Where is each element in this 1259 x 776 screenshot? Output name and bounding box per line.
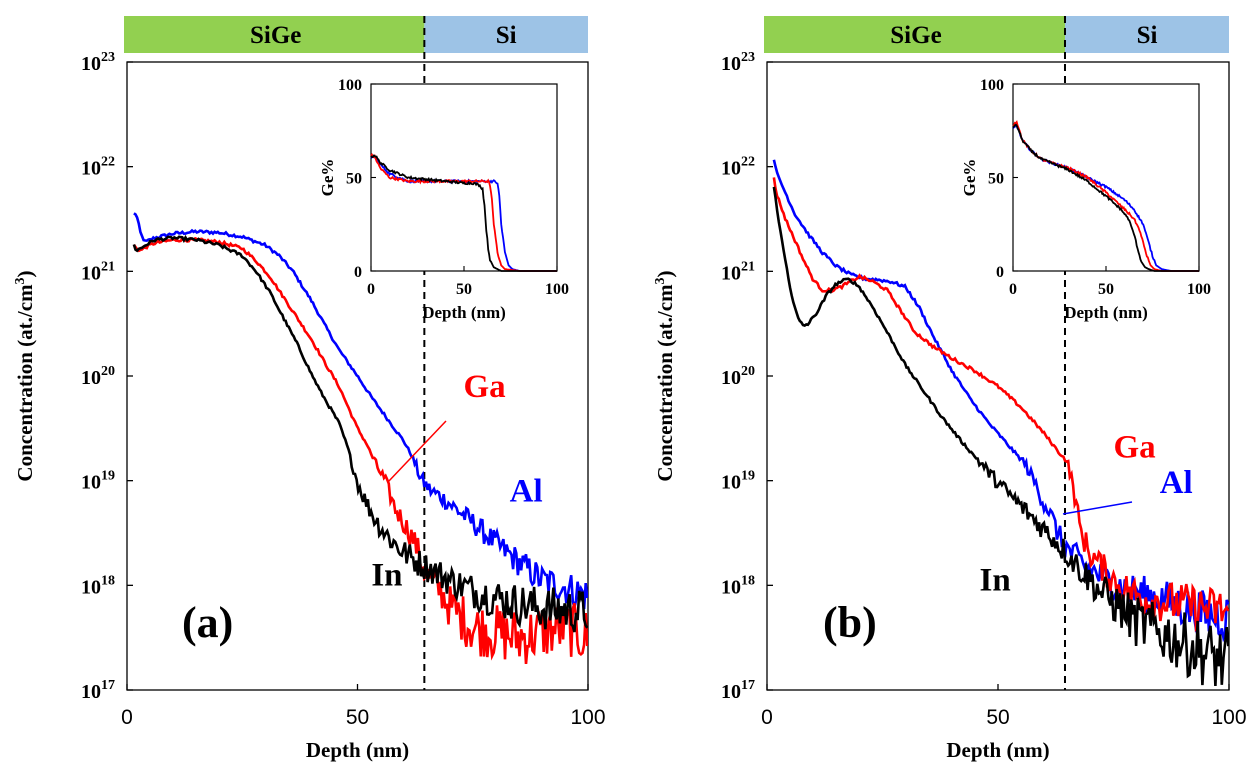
y-tick-label: 1023: [721, 50, 755, 75]
region-label-sige: SiGe: [250, 22, 301, 49]
inset-y-tick-label: 0: [354, 264, 362, 281]
inset-y-tick-label: 100: [338, 77, 362, 94]
y-tick-label: 1022: [721, 155, 755, 180]
inset-y-tick-label: 0: [996, 264, 1004, 281]
region-label-si: Si: [496, 22, 517, 49]
inset-x-tick-label: 100: [545, 281, 569, 298]
inset-y-tick-label: 100: [980, 77, 1004, 94]
region-band-sige: [764, 16, 1065, 53]
inset-x-tick-label: 100: [1187, 281, 1211, 298]
inset-x-tick-label: 50: [1098, 281, 1114, 298]
region-label-si: Si: [1137, 22, 1158, 49]
x-tick-label: 50: [346, 706, 369, 729]
series-label-al: Al: [510, 474, 543, 510]
y-tick-label: 1020: [81, 364, 115, 389]
chart-panel-b: SiGe Si 1017 1018 1019 1020 1021 1022 1023 0 50 100…: [653, 16, 1247, 762]
y-tick-label: 1023: [81, 50, 115, 75]
inset-y-axis-label: Ge%: [318, 159, 337, 197]
x-tick-label: 50: [986, 706, 1009, 729]
panel-label: (a): [182, 598, 233, 647]
series-line-al: [133, 212, 588, 610]
inset-series-line-in: [1012, 123, 1199, 272]
inset-x-tick-label: 0: [1009, 281, 1017, 298]
x-axis-label: Depth (nm): [306, 738, 409, 762]
inset-y-tick-label: 50: [988, 171, 1004, 188]
inset-chart: 0 50 100 0 50 100 Depth (nm) Ge%: [318, 77, 569, 322]
label-leader-ga: [387, 420, 447, 483]
chart-panel-a: SiGe Si 1017 1018 1019 1020 1021 1022 1023 0 50 100…: [13, 16, 606, 762]
inset-series-line-in: [370, 154, 557, 272]
inset-chart: 0 50 100 0 50 100 Depth (nm) Ge%: [960, 77, 1211, 322]
y-tick-label: 1017: [81, 678, 115, 703]
x-tick-label: 0: [121, 706, 133, 729]
region-band-si: [1064, 16, 1229, 53]
inset-x-tick-label: 50: [456, 281, 472, 298]
series-line-in: [132, 234, 588, 633]
series-line-in: [772, 186, 1229, 687]
y-tick-label: 1019: [81, 469, 115, 494]
series-label-in: In: [371, 557, 402, 593]
inset-x-tick-label: 0: [367, 281, 375, 298]
series-label-in: In: [980, 563, 1011, 599]
x-tick-label: 100: [1211, 706, 1246, 729]
series-label-ga: Ga: [464, 369, 506, 405]
y-tick-label: 1019: [721, 469, 755, 494]
label-leader-al: [1062, 501, 1133, 515]
series-label-ga: Ga: [1114, 430, 1156, 466]
panel-label: (b): [823, 598, 877, 647]
x-tick-label: 100: [570, 706, 605, 729]
y-tick-label: 1017: [721, 678, 755, 703]
inset-y-axis-label: Ge%: [960, 159, 979, 197]
region-label-sige: SiGe: [890, 22, 941, 49]
y-tick-label: 1022: [81, 155, 115, 180]
inset-y-tick-label: 50: [346, 171, 362, 188]
inset-x-axis-label: Depth (nm): [1064, 303, 1148, 322]
region-band-sige: [124, 16, 425, 53]
y-tick-label: 1018: [81, 573, 115, 598]
y-tick-label: 1021: [721, 259, 755, 284]
y-tick-label: 1020: [721, 364, 755, 389]
y-tick-label: 1021: [81, 259, 115, 284]
region-band-si: [424, 16, 588, 53]
inset-x-axis-label: Depth (nm): [422, 303, 506, 322]
series-label-al: Al: [1160, 465, 1193, 501]
x-axis-label: Depth (nm): [946, 738, 1049, 762]
x-tick-label: 0: [761, 706, 773, 729]
y-tick-label: 1018: [721, 573, 755, 598]
y-axis-label: Concentration (at./cm3): [653, 270, 677, 481]
inset-frame: [1012, 83, 1200, 272]
y-axis-label: Concentration (at./cm3): [13, 270, 37, 481]
